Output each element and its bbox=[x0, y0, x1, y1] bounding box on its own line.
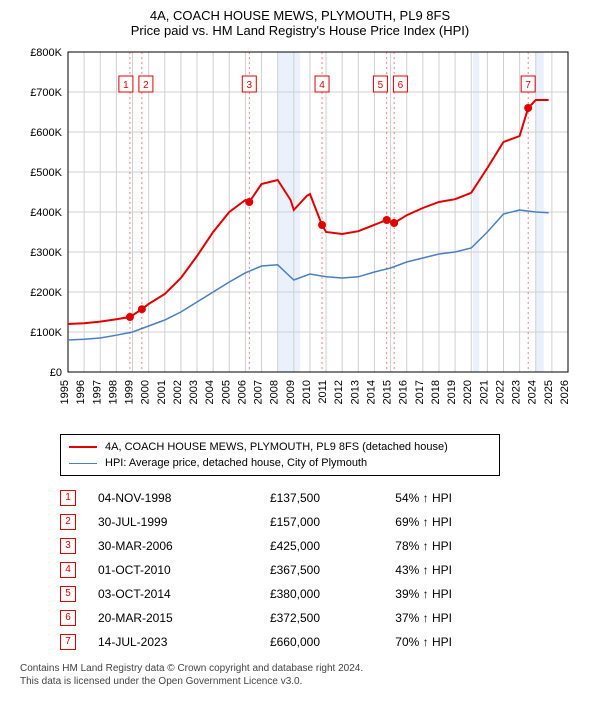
svg-text:2019: 2019 bbox=[446, 380, 458, 404]
svg-text:2024: 2024 bbox=[527, 380, 539, 404]
svg-text:2020: 2020 bbox=[462, 380, 474, 404]
row-price: £372,500 bbox=[230, 606, 320, 630]
svg-text:£700K: £700K bbox=[30, 87, 62, 99]
svg-text:2018: 2018 bbox=[430, 380, 442, 404]
row-price: £425,000 bbox=[230, 534, 320, 558]
row-price: £137,500 bbox=[230, 486, 320, 510]
row-price: £380,000 bbox=[230, 582, 320, 606]
row-pct: 69% ↑ HPI bbox=[342, 510, 452, 534]
svg-text:£200K: £200K bbox=[30, 287, 62, 299]
row-pct: 43% ↑ HPI bbox=[342, 558, 452, 582]
svg-text:2021: 2021 bbox=[478, 380, 490, 404]
legend-swatch bbox=[69, 446, 97, 448]
svg-text:1997: 1997 bbox=[91, 380, 103, 404]
svg-text:2003: 2003 bbox=[188, 380, 200, 404]
svg-text:7: 7 bbox=[525, 80, 531, 91]
svg-text:2001: 2001 bbox=[156, 380, 168, 404]
svg-text:£0: £0 bbox=[50, 367, 62, 379]
row-marker-box: 2 bbox=[60, 514, 76, 530]
table-row: 1 04-NOV-1998 £137,500 54% ↑ HPI bbox=[60, 486, 560, 510]
row-pct: 39% ↑ HPI bbox=[342, 582, 452, 606]
svg-text:2016: 2016 bbox=[398, 380, 410, 404]
row-marker-box: 7 bbox=[60, 634, 76, 650]
svg-text:2007: 2007 bbox=[253, 380, 265, 404]
footer-line2: This data is licensed under the Open Gov… bbox=[20, 675, 580, 688]
svg-text:2012: 2012 bbox=[333, 380, 345, 404]
svg-text:2004: 2004 bbox=[204, 380, 216, 404]
row-price: £367,500 bbox=[230, 558, 320, 582]
svg-text:2009: 2009 bbox=[285, 380, 297, 404]
row-marker-box: 1 bbox=[60, 490, 76, 506]
svg-text:2011: 2011 bbox=[317, 380, 329, 404]
row-pct: 54% ↑ HPI bbox=[342, 486, 452, 510]
row-date: 20-MAR-2015 bbox=[98, 606, 208, 630]
row-marker-box: 3 bbox=[60, 538, 76, 554]
svg-text:1996: 1996 bbox=[75, 380, 87, 404]
chart: £0 £100K £200K £300K £400K £500K £600K £700K £80… bbox=[20, 44, 580, 424]
title-block: 4A, COACH HOUSE MEWS, PLYMOUTH, PL9 8FS … bbox=[10, 8, 590, 38]
row-marker-box: 4 bbox=[60, 562, 76, 578]
table-row: 4 01-OCT-2010 £367,500 43% ↑ HPI bbox=[60, 558, 560, 582]
table-row: 3 30-MAR-2006 £425,000 78% ↑ HPI bbox=[60, 534, 560, 558]
svg-text:2023: 2023 bbox=[511, 380, 523, 404]
svg-text:£300K: £300K bbox=[30, 247, 62, 259]
svg-text:1: 1 bbox=[123, 80, 129, 91]
svg-text:2008: 2008 bbox=[269, 380, 281, 404]
svg-text:6: 6 bbox=[398, 80, 404, 91]
row-date: 03-OCT-2014 bbox=[98, 582, 208, 606]
svg-text:2002: 2002 bbox=[172, 380, 184, 404]
row-date: 04-NOV-1998 bbox=[98, 486, 208, 510]
svg-text:1995: 1995 bbox=[59, 380, 71, 404]
svg-text:2000: 2000 bbox=[140, 380, 152, 404]
legend-label: HPI: Average price, detached house, City… bbox=[105, 455, 367, 471]
svg-text:2015: 2015 bbox=[382, 380, 394, 404]
footer: Contains HM Land Registry data © Crown c… bbox=[20, 662, 580, 688]
svg-text:£500K: £500K bbox=[30, 167, 62, 179]
svg-text:2017: 2017 bbox=[414, 380, 426, 404]
row-price: £660,000 bbox=[230, 630, 320, 654]
svg-text:£600K: £600K bbox=[30, 127, 62, 139]
row-date: 01-OCT-2010 bbox=[98, 558, 208, 582]
footer-line1: Contains HM Land Registry data © Crown c… bbox=[20, 662, 580, 675]
svg-text:4: 4 bbox=[319, 80, 325, 91]
svg-text:5: 5 bbox=[378, 80, 384, 91]
row-marker-box: 5 bbox=[60, 586, 76, 602]
sales-table: 1 04-NOV-1998 £137,500 54% ↑ HPI 2 30-JUL-199… bbox=[60, 486, 560, 654]
legend-item-hpi: HPI: Average price, detached house, City… bbox=[69, 455, 491, 471]
table-row: 7 14-JUL-2023 £660,000 70% ↑ HPI bbox=[60, 630, 560, 654]
row-date: 30-JUL-1999 bbox=[98, 510, 208, 534]
svg-text:2: 2 bbox=[143, 80, 149, 91]
table-row: 2 30-JUL-1999 £157,000 69% ↑ HPI bbox=[60, 510, 560, 534]
svg-text:2010: 2010 bbox=[301, 380, 313, 404]
svg-text:2013: 2013 bbox=[349, 380, 361, 404]
legend: 4A, COACH HOUSE MEWS, PLYMOUTH, PL9 8FS … bbox=[60, 434, 500, 476]
row-pct: 37% ↑ HPI bbox=[342, 606, 452, 630]
svg-text:1999: 1999 bbox=[124, 380, 136, 404]
svg-text:2022: 2022 bbox=[494, 380, 506, 404]
legend-item-property: 4A, COACH HOUSE MEWS, PLYMOUTH, PL9 8FS … bbox=[69, 439, 491, 455]
row-pct: 78% ↑ HPI bbox=[342, 534, 452, 558]
svg-text:£400K: £400K bbox=[30, 207, 62, 219]
row-marker-box: 6 bbox=[60, 610, 76, 626]
chart-title-address: 4A, COACH HOUSE MEWS, PLYMOUTH, PL9 8FS bbox=[10, 8, 590, 23]
svg-text:1998: 1998 bbox=[107, 380, 119, 404]
legend-swatch bbox=[69, 463, 97, 464]
legend-label: 4A, COACH HOUSE MEWS, PLYMOUTH, PL9 8FS … bbox=[105, 439, 448, 455]
svg-text:£100K: £100K bbox=[30, 327, 62, 339]
table-row: 5 03-OCT-2014 £380,000 39% ↑ HPI bbox=[60, 582, 560, 606]
svg-text:£800K: £800K bbox=[30, 47, 62, 59]
table-row: 6 20-MAR-2015 £372,500 37% ↑ HPI bbox=[60, 606, 560, 630]
svg-text:3: 3 bbox=[247, 80, 253, 91]
chart-title-subtitle: Price paid vs. HM Land Registry's House … bbox=[10, 23, 590, 38]
row-pct: 70% ↑ HPI bbox=[342, 630, 452, 654]
row-date: 30-MAR-2006 bbox=[98, 534, 208, 558]
row-price: £157,000 bbox=[230, 510, 320, 534]
svg-text:2026: 2026 bbox=[559, 380, 571, 404]
svg-text:2025: 2025 bbox=[543, 380, 555, 404]
svg-text:2005: 2005 bbox=[220, 380, 232, 404]
svg-text:2006: 2006 bbox=[236, 380, 248, 404]
row-date: 14-JUL-2023 bbox=[98, 630, 208, 654]
svg-text:2014: 2014 bbox=[365, 380, 377, 404]
